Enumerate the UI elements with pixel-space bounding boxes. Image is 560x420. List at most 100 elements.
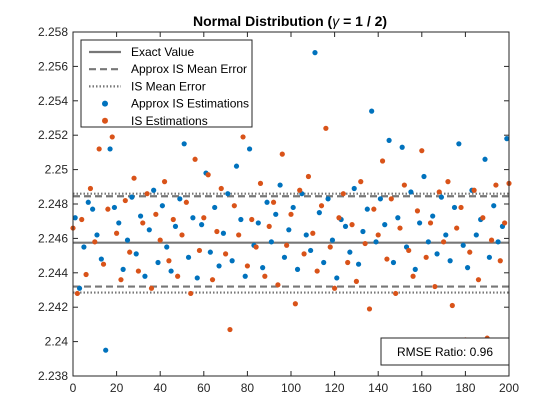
point-0-95 bbox=[486, 254, 492, 260]
y-tick-label-1: 2.24 bbox=[45, 335, 69, 349]
point-0-65 bbox=[355, 261, 362, 267]
point-0-59 bbox=[329, 237, 336, 243]
x-tick-label-7: 140 bbox=[368, 381, 388, 395]
point-1-35 bbox=[223, 251, 229, 257]
point-0-13 bbox=[129, 194, 135, 200]
x-tick-label-9: 180 bbox=[455, 381, 475, 395]
point-1-37 bbox=[231, 203, 237, 209]
point-0-72 bbox=[386, 137, 392, 143]
point-0-2 bbox=[81, 244, 87, 250]
point-1-71 bbox=[379, 158, 386, 164]
point-0-94 bbox=[482, 156, 488, 162]
y-tick-label-10: 2.258 bbox=[38, 25, 68, 39]
point-1-84 bbox=[436, 189, 442, 195]
point-0-56 bbox=[316, 210, 322, 216]
point-0-99 bbox=[504, 136, 510, 142]
point-1-97 bbox=[493, 182, 499, 188]
point-0-86 bbox=[447, 258, 453, 264]
point-0-58 bbox=[325, 196, 331, 202]
point-0-0 bbox=[72, 215, 78, 221]
point-0-75 bbox=[399, 144, 405, 150]
x-tick-label-6: 120 bbox=[325, 381, 345, 395]
point-0-44 bbox=[264, 199, 270, 205]
chart-title: Normal Distribution (γ = 1 / 2) bbox=[193, 13, 387, 29]
point-0-1 bbox=[76, 285, 83, 291]
y-tick-label-0: 2.238 bbox=[38, 369, 68, 383]
point-1-15 bbox=[135, 268, 141, 274]
point-0-81 bbox=[425, 239, 431, 245]
point-0-96 bbox=[491, 203, 497, 209]
point-1-86 bbox=[445, 179, 451, 185]
point-0-71 bbox=[382, 222, 388, 228]
point-0-90 bbox=[464, 265, 471, 271]
point-0-17 bbox=[146, 227, 152, 233]
point-0-22 bbox=[168, 268, 174, 274]
point-0-39 bbox=[242, 273, 248, 279]
point-1-43 bbox=[257, 180, 264, 186]
legend-swatch-3 bbox=[102, 100, 108, 107]
point-1-44 bbox=[262, 273, 268, 279]
point-1-29 bbox=[196, 247, 203, 254]
point-0-18 bbox=[151, 187, 157, 193]
point-1-27 bbox=[188, 290, 194, 297]
point-1-99 bbox=[502, 220, 508, 226]
point-1-32 bbox=[209, 277, 216, 283]
point-0-34 bbox=[220, 230, 227, 236]
point-0-4 bbox=[90, 206, 96, 212]
point-1-48 bbox=[279, 151, 285, 157]
point-1-70 bbox=[375, 232, 381, 238]
plot-area: 0 20 40 60 80 100 120 140 160 180 200 2.238 2.24 2.24… bbox=[38, 25, 519, 395]
point-1-5 bbox=[92, 239, 98, 245]
point-0-74 bbox=[395, 215, 401, 221]
point-1-1 bbox=[74, 290, 80, 297]
annotation-box: RMSE Ratio: 0.96 bbox=[380, 337, 510, 366]
point-0-89 bbox=[460, 242, 466, 248]
point-1-17 bbox=[144, 191, 150, 197]
point-1-45 bbox=[266, 223, 272, 229]
point-0-35 bbox=[225, 191, 231, 197]
x-tick-label-5: 100 bbox=[281, 381, 301, 395]
point-0-57 bbox=[321, 259, 327, 266]
point-1-57 bbox=[318, 203, 325, 209]
point-1-54 bbox=[305, 173, 312, 180]
point-0-12 bbox=[124, 237, 131, 243]
point-1-76 bbox=[401, 182, 407, 188]
point-1-50 bbox=[288, 211, 294, 217]
point-1-40 bbox=[244, 263, 250, 269]
point-0-60 bbox=[334, 275, 340, 281]
point-0-48 bbox=[281, 254, 288, 260]
point-0-37 bbox=[233, 163, 240, 169]
point-1-52 bbox=[297, 187, 303, 193]
point-1-9 bbox=[109, 134, 115, 140]
point-0-6 bbox=[98, 256, 104, 262]
point-1-98 bbox=[497, 258, 503, 264]
point-1-94 bbox=[480, 215, 486, 221]
point-0-46 bbox=[273, 211, 279, 217]
point-0-33 bbox=[216, 263, 222, 269]
point-1-91 bbox=[467, 249, 473, 255]
point-0-14 bbox=[133, 251, 139, 257]
point-1-73 bbox=[388, 196, 394, 202]
point-1-65 bbox=[353, 278, 359, 284]
point-0-63 bbox=[347, 249, 353, 255]
point-0-5 bbox=[94, 232, 100, 238]
point-1-2 bbox=[79, 216, 85, 223]
point-0-16 bbox=[142, 273, 148, 279]
y-tick-label-3: 2.244 bbox=[38, 266, 68, 280]
point-0-85 bbox=[443, 232, 449, 238]
point-1-18 bbox=[148, 285, 155, 291]
point-0-23 bbox=[172, 223, 179, 229]
point-1-33 bbox=[214, 228, 220, 235]
y-tick-label-8: 2.254 bbox=[38, 94, 68, 108]
point-0-54 bbox=[308, 247, 314, 254]
point-0-83 bbox=[434, 251, 440, 257]
point-0-11 bbox=[120, 266, 126, 272]
point-0-20 bbox=[159, 203, 165, 209]
point-1-75 bbox=[397, 225, 403, 231]
point-0-64 bbox=[351, 185, 357, 192]
point-0-25 bbox=[181, 141, 187, 147]
point-1-79 bbox=[414, 208, 421, 214]
point-0-69 bbox=[373, 239, 379, 245]
point-1-78 bbox=[410, 273, 416, 279]
